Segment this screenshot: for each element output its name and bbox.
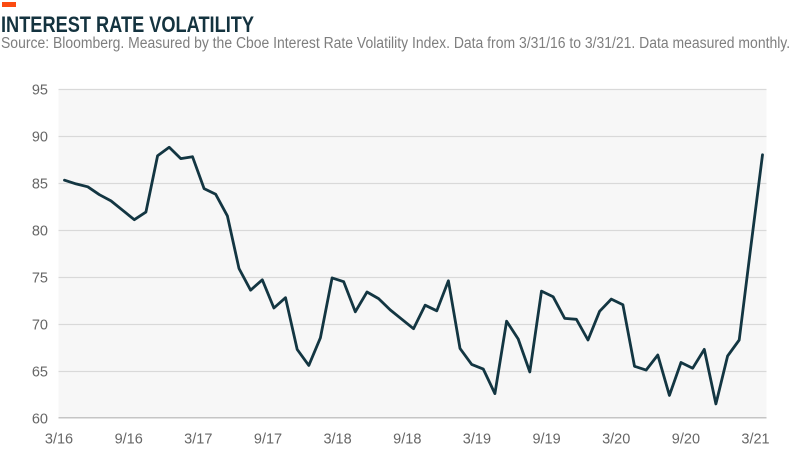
svg-text:9/18: 9/18 (393, 432, 421, 448)
svg-text:9/16: 9/16 (115, 432, 143, 448)
svg-text:9/19: 9/19 (532, 432, 560, 448)
svg-text:90: 90 (32, 130, 48, 146)
svg-text:65: 65 (32, 365, 48, 381)
svg-text:9/17: 9/17 (254, 432, 282, 448)
svg-text:3/16: 3/16 (45, 432, 73, 448)
svg-text:95: 95 (32, 83, 48, 99)
svg-text:80: 80 (32, 224, 48, 240)
svg-text:70: 70 (32, 318, 48, 334)
svg-text:85: 85 (32, 177, 48, 193)
svg-text:9/20: 9/20 (672, 432, 700, 448)
svg-text:3/17: 3/17 (184, 432, 212, 448)
svg-text:3/20: 3/20 (602, 432, 630, 448)
svg-text:75: 75 (32, 271, 48, 287)
svg-text:60: 60 (32, 412, 48, 428)
svg-text:3/19: 3/19 (463, 432, 491, 448)
svg-text:3/18: 3/18 (323, 432, 351, 448)
svg-text:3/21: 3/21 (741, 432, 769, 448)
